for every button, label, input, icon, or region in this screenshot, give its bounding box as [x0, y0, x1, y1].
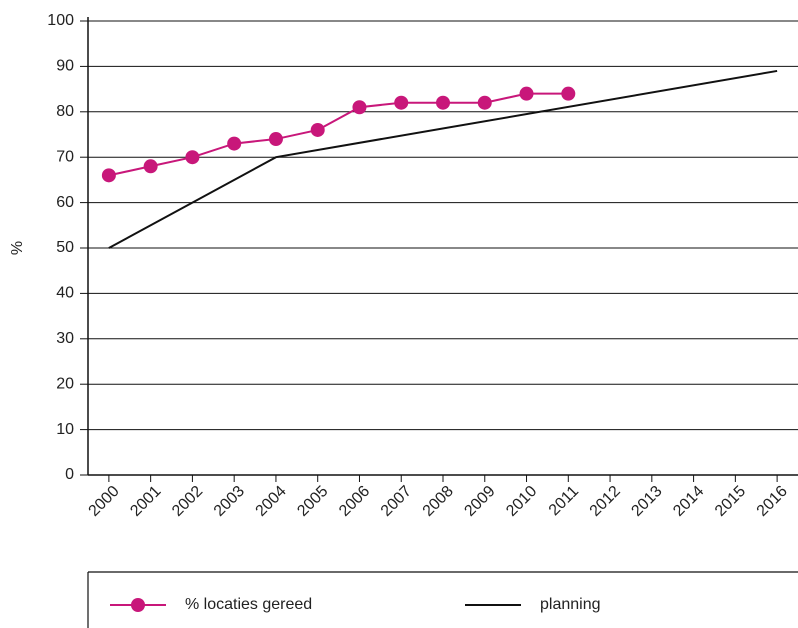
series-line — [108, 69, 778, 249]
y-tick-label: 90 — [56, 58, 74, 75]
x-tick-label: 2004 — [253, 483, 290, 520]
series-marker — [519, 86, 534, 101]
series-marker — [310, 122, 325, 137]
series-marker — [477, 95, 492, 110]
x-tick-label: 2012 — [587, 483, 624, 520]
y-tick-label: 30 — [56, 330, 74, 347]
y-axis-label: % — [9, 241, 26, 255]
x-tick-label: 2001 — [127, 483, 164, 520]
series-marker — [268, 132, 283, 147]
y-tick-label: 10 — [56, 421, 74, 438]
y-tick-label: 0 — [65, 466, 74, 483]
series-marker — [436, 95, 450, 110]
series-marker — [561, 86, 576, 101]
x-tick-label: 2006 — [336, 483, 373, 520]
x-tick-label: 2014 — [670, 483, 707, 520]
series-marker — [101, 168, 116, 183]
x-tick-label: 2009 — [461, 483, 498, 520]
series-marker — [352, 100, 367, 115]
legend-marker — [131, 598, 145, 612]
legend-label: planning — [540, 596, 601, 613]
series-line — [108, 92, 569, 177]
x-tick-label: 2002 — [169, 483, 206, 520]
x-tick-label: 2015 — [712, 483, 749, 520]
x-tick-label: 2010 — [503, 483, 540, 520]
x-tick-label: 2016 — [754, 483, 791, 520]
x-tick-label: 2000 — [86, 483, 123, 520]
x-tick-label: 2008 — [420, 483, 457, 520]
x-tick-label: 2005 — [294, 483, 331, 520]
x-tick-label: 2011 — [546, 483, 582, 519]
legend-label: % locaties gereed — [185, 596, 312, 613]
series-marker — [394, 95, 409, 110]
y-tick-label: 100 — [47, 12, 74, 29]
y-tick-label: 80 — [56, 103, 74, 120]
x-tick-label: 2007 — [378, 483, 415, 520]
y-tick-label: 40 — [56, 285, 74, 302]
y-tick-label: 20 — [56, 375, 74, 392]
y-tick-label: 50 — [56, 239, 74, 256]
series-marker — [227, 136, 242, 151]
x-tick-label: 2003 — [211, 483, 248, 520]
series-marker — [185, 150, 200, 165]
y-tick-label: 60 — [56, 194, 74, 211]
series-marker — [143, 159, 158, 174]
x-tick-label: 2013 — [628, 483, 665, 520]
y-tick-label: 70 — [56, 148, 74, 165]
